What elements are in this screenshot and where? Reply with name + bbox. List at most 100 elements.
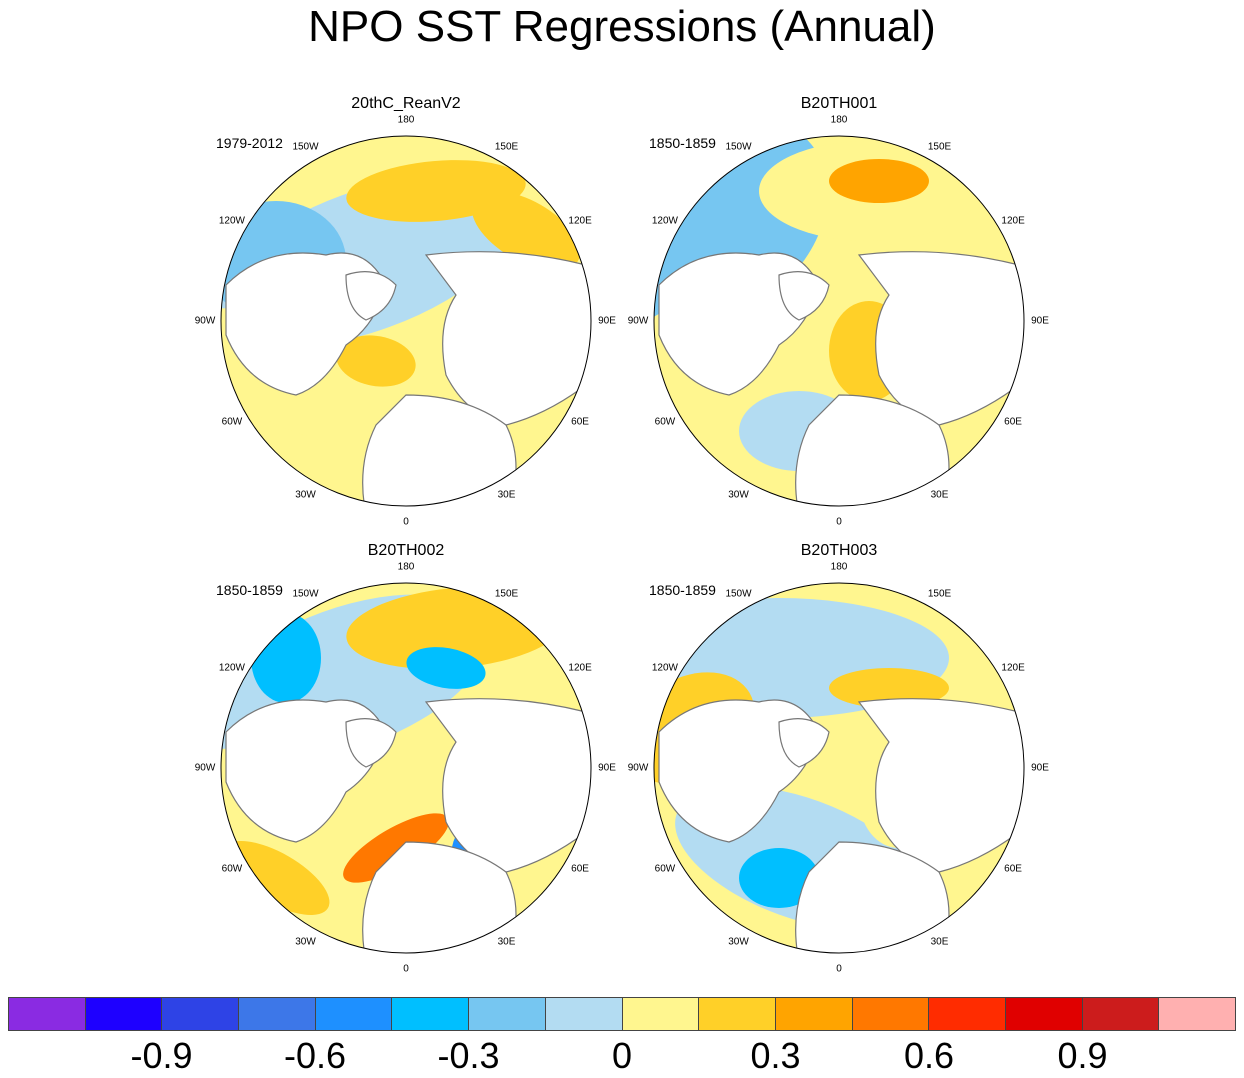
longitude-label: 30E bbox=[930, 489, 949, 501]
longitude-label: 180 bbox=[397, 561, 415, 573]
colorbar-swatch bbox=[699, 998, 776, 1030]
land-mass bbox=[424, 698, 591, 873]
longitude-label: 60E bbox=[1004, 416, 1022, 427]
colorbar-tick-label: -0.9 bbox=[130, 1035, 193, 1076]
colorbar-swatch bbox=[162, 998, 240, 1030]
land-mass bbox=[778, 271, 830, 321]
anomaly-region bbox=[829, 159, 929, 203]
longitude-label: 30W bbox=[295, 936, 316, 948]
map-border bbox=[653, 582, 1025, 954]
colorbar-swatch bbox=[929, 998, 1006, 1030]
longitude-label: 60W bbox=[221, 416, 243, 427]
panel-period: 1850-1859 bbox=[649, 582, 716, 598]
anomaly-region bbox=[336, 335, 416, 387]
land-mass bbox=[778, 718, 830, 768]
longitude-label: 90E bbox=[598, 762, 616, 774]
land-mass bbox=[345, 271, 397, 321]
anomaly-region bbox=[406, 647, 486, 689]
land-mass bbox=[225, 252, 387, 396]
longitude-label: 150W bbox=[725, 141, 752, 153]
colorbar-swatch bbox=[85, 998, 163, 1030]
longitude-label: 30W bbox=[728, 936, 749, 948]
polar-map bbox=[653, 582, 1025, 954]
longitude-label: 30E bbox=[497, 936, 516, 948]
colorbar-tick-label: 0 bbox=[611, 1035, 633, 1076]
colorbar-swatch bbox=[852, 998, 930, 1030]
colorbar bbox=[8, 997, 1236, 1031]
longitude-label: 90E bbox=[598, 315, 616, 327]
colorbar-swatch bbox=[1082, 998, 1160, 1030]
colorbar-swatch bbox=[239, 998, 316, 1030]
colorbar-swatch bbox=[392, 998, 470, 1030]
longitude-label: 0 bbox=[836, 963, 842, 975]
longitude-label: 120W bbox=[651, 662, 678, 673]
longitude-label: 60E bbox=[571, 416, 589, 427]
anomaly-region bbox=[251, 613, 321, 703]
colorbar-swatch bbox=[469, 998, 546, 1030]
longitude-label: 30W bbox=[728, 489, 749, 501]
longitude-label: 60E bbox=[1004, 863, 1022, 874]
map-panel: B20TH001 1850-1859 180 150E 120E 90E 60E 30E 0 30… bbox=[628, 95, 1049, 528]
longitude-label: 150W bbox=[292, 141, 319, 153]
polar-map bbox=[220, 135, 592, 507]
colorbar-tick-label: 0.9 bbox=[1057, 1035, 1108, 1076]
longitude-label: 120W bbox=[218, 662, 245, 673]
colorbar-swatch bbox=[622, 998, 700, 1030]
colorbar-tick-label: -0.3 bbox=[437, 1035, 500, 1076]
longitude-label: 150W bbox=[725, 588, 752, 600]
longitude-label: 90E bbox=[1031, 762, 1049, 774]
colorbar-tick-label: 0.3 bbox=[750, 1035, 801, 1076]
longitude-label: 90E bbox=[1031, 315, 1049, 327]
longitude-label: 60W bbox=[654, 416, 676, 427]
anomaly-region bbox=[739, 848, 819, 908]
colorbar-swatch bbox=[775, 998, 853, 1030]
colorbar-swatch bbox=[315, 998, 393, 1030]
colorbar-tick-label: 0.6 bbox=[903, 1035, 955, 1076]
longitude-label: 30E bbox=[497, 489, 516, 501]
longitude-label: 120E bbox=[1001, 215, 1025, 226]
longitude-label: 60W bbox=[221, 863, 243, 874]
longitude-label: 120W bbox=[218, 215, 245, 226]
longitude-label: 60W bbox=[654, 863, 676, 874]
panel-title: 20thC_ReanV2 bbox=[351, 95, 461, 112]
land-mass bbox=[345, 718, 397, 768]
longitude-label: 0 bbox=[836, 516, 842, 528]
map-border bbox=[653, 135, 1025, 507]
land-mass bbox=[225, 699, 387, 843]
longitude-label: 90W bbox=[194, 315, 216, 327]
longitude-label: 120E bbox=[1001, 662, 1025, 673]
longitude-label: 90W bbox=[194, 762, 216, 774]
colorbar-swatch bbox=[545, 998, 623, 1030]
longitude-label: 30W bbox=[295, 489, 316, 501]
colorbar-swatch bbox=[1005, 998, 1083, 1030]
map-border bbox=[220, 582, 592, 954]
longitude-label: 180 bbox=[830, 561, 848, 573]
longitude-label: 150W bbox=[292, 588, 319, 600]
main-title: NPO SST Regressions (Annual) bbox=[308, 2, 936, 51]
longitude-label: 180 bbox=[397, 114, 415, 126]
land-mass bbox=[424, 251, 591, 426]
map-panel: B20TH003 1850-1859 180 150E 120E 90E 60E 30E 0 30… bbox=[628, 542, 1049, 975]
land-mass bbox=[658, 252, 820, 396]
longitude-label: 150E bbox=[927, 141, 952, 153]
land-mass bbox=[857, 698, 1024, 873]
map-panel: 20thC_ReanV2 1979-2012 180 150E 120E 90E 60E 30… bbox=[195, 95, 616, 528]
longitude-label: 150E bbox=[494, 141, 519, 153]
land-mass bbox=[857, 251, 1024, 426]
colorbar-tick-label: -0.6 bbox=[283, 1035, 347, 1076]
anomaly-region bbox=[829, 668, 949, 708]
map-border bbox=[220, 135, 592, 507]
longitude-label: 150E bbox=[494, 588, 519, 600]
longitude-label: 90W bbox=[627, 762, 649, 774]
colorbar-swatch bbox=[9, 998, 86, 1030]
longitude-label: 0 bbox=[403, 516, 409, 528]
polar-map bbox=[653, 135, 1025, 507]
panel-title: B20TH001 bbox=[800, 95, 878, 112]
longitude-label: 120W bbox=[651, 215, 678, 226]
land-mass bbox=[658, 699, 820, 843]
longitude-label: 120E bbox=[568, 215, 592, 226]
panel-period: 1850-1859 bbox=[216, 582, 283, 598]
polar-map bbox=[220, 582, 592, 954]
longitude-label: 180 bbox=[830, 114, 848, 126]
anomaly-region bbox=[222, 841, 330, 915]
